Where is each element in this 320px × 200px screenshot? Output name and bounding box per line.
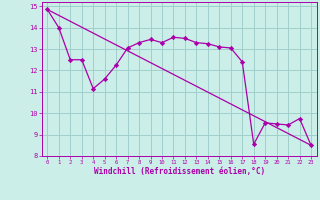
X-axis label: Windchill (Refroidissement éolien,°C): Windchill (Refroidissement éolien,°C) [94,167,265,176]
